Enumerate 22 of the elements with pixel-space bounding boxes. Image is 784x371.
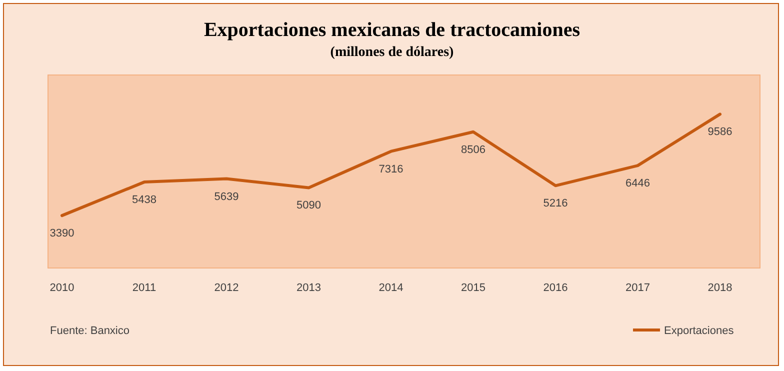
x-tick-label: 2015 xyxy=(461,282,486,294)
data-label: 5639 xyxy=(214,190,239,203)
x-tick-label: 2013 xyxy=(296,282,321,294)
data-label: 8506 xyxy=(461,144,486,156)
source-note: Fuente: Banxico xyxy=(50,325,130,337)
chart-subtitle: (millones de dólares) xyxy=(330,45,454,60)
data-label: 6446 xyxy=(626,178,650,190)
data-label: 5216 xyxy=(543,198,568,210)
chart-title: Exportaciones mexicanas de tractocamiones xyxy=(204,19,580,41)
x-tick-label: 2017 xyxy=(626,282,650,294)
data-label: 9586 xyxy=(708,126,732,138)
legend-label: Exportaciones xyxy=(664,325,734,337)
data-label: 7316 xyxy=(378,163,404,176)
x-tick-label: 2014 xyxy=(378,282,404,294)
x-tick-label: 2016 xyxy=(543,282,568,294)
x-tick-label: 2012 xyxy=(214,282,239,294)
data-label: 5438 xyxy=(132,194,156,206)
x-tick-label: 2010 xyxy=(50,282,74,294)
data-label: 3390 xyxy=(50,228,74,240)
x-tick-label: 2018 xyxy=(708,282,732,294)
data-label: 5090 xyxy=(296,200,321,212)
x-tick-label: 2011 xyxy=(132,282,156,294)
